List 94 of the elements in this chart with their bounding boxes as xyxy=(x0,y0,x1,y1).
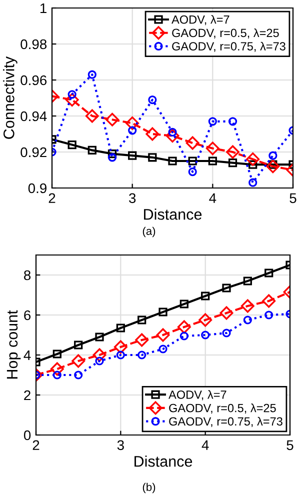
y-tick-label: 4 xyxy=(24,350,31,360)
point xyxy=(208,156,217,166)
point xyxy=(188,156,197,166)
point xyxy=(50,362,64,376)
point xyxy=(116,350,125,360)
point xyxy=(201,330,210,340)
point xyxy=(74,370,83,380)
x-tick-label: 2 xyxy=(48,193,56,203)
x-axis-title: Distance xyxy=(134,456,192,467)
point xyxy=(264,310,274,320)
point xyxy=(206,142,220,156)
point xyxy=(95,332,104,342)
point xyxy=(222,328,231,338)
point xyxy=(220,306,234,320)
text: (a) xyxy=(142,226,156,238)
point xyxy=(158,308,168,316)
point xyxy=(168,156,177,166)
point xyxy=(72,354,86,368)
legend-label: GAODV, r=0.75, λ=73 xyxy=(172,42,286,52)
point xyxy=(262,294,276,308)
y-tick-label: 0.94 xyxy=(20,111,47,122)
point xyxy=(68,140,76,150)
point xyxy=(65,93,79,107)
point xyxy=(52,350,62,358)
y-axis-title: Connectivity xyxy=(3,56,18,139)
x-tick-label: 4 xyxy=(209,193,216,203)
point xyxy=(108,153,117,162)
legend-label: GAODV, r=0.5, λ=25 xyxy=(169,404,276,414)
point xyxy=(146,127,160,141)
legend-label: AODV, λ=7 xyxy=(168,390,226,400)
point xyxy=(68,90,76,99)
text: (b) xyxy=(142,482,156,494)
point xyxy=(126,116,140,130)
point xyxy=(177,320,191,334)
point xyxy=(138,350,146,360)
point xyxy=(228,158,238,168)
point xyxy=(226,145,240,159)
x-tick-label: 5 xyxy=(290,193,296,204)
x-axis-title: Distance xyxy=(144,208,202,220)
point xyxy=(148,95,157,104)
point xyxy=(180,332,188,340)
y-tick-label: 0 xyxy=(24,430,31,440)
point xyxy=(85,109,99,123)
point xyxy=(128,151,137,160)
point xyxy=(138,316,146,324)
point xyxy=(198,313,212,327)
point xyxy=(116,324,125,332)
point xyxy=(228,117,238,126)
point xyxy=(128,126,137,135)
point xyxy=(222,284,231,292)
y-axis-title: Hop count xyxy=(6,310,21,379)
point xyxy=(114,340,128,354)
point xyxy=(148,153,157,162)
y-tick-label: 8 xyxy=(24,270,31,280)
point xyxy=(108,149,117,158)
point xyxy=(166,129,180,143)
y-tick-label: 1 xyxy=(40,3,46,14)
point xyxy=(180,300,188,308)
point xyxy=(243,276,252,286)
point xyxy=(92,348,106,362)
point xyxy=(201,292,210,300)
y-tick-label: 0.98 xyxy=(20,39,47,50)
point xyxy=(106,112,119,126)
x-tick-label: 5 xyxy=(286,440,294,450)
point xyxy=(186,136,200,150)
point xyxy=(246,152,260,166)
legend-label: GAODV, r=0.5, λ=25 xyxy=(172,28,279,39)
x-tick-label: 3 xyxy=(117,440,124,450)
x-tick-label: 3 xyxy=(129,193,136,204)
point xyxy=(243,316,252,324)
point xyxy=(240,299,254,313)
point xyxy=(88,70,96,79)
point xyxy=(158,344,168,354)
point xyxy=(188,167,197,176)
point xyxy=(266,160,280,174)
point xyxy=(248,160,258,169)
point xyxy=(95,356,104,366)
point xyxy=(264,268,274,278)
point xyxy=(268,151,278,160)
y-tick-label: 0.92 xyxy=(20,147,46,158)
point xyxy=(135,333,149,347)
y-tick-label: 2 xyxy=(24,390,30,400)
x-tick-label: 4 xyxy=(202,440,209,450)
point xyxy=(74,340,83,350)
point xyxy=(156,328,170,342)
legend-label: AODV, λ=7 xyxy=(172,15,230,26)
y-tick-label: 6 xyxy=(24,310,31,320)
point xyxy=(52,370,62,380)
point xyxy=(248,178,258,187)
y-tick-label: 0.96 xyxy=(20,75,47,86)
point xyxy=(88,146,96,155)
point xyxy=(208,117,217,126)
y-tick-label: 0.9 xyxy=(28,183,46,194)
legend-label: GAODV, r=0.75, λ=73 xyxy=(169,416,282,427)
